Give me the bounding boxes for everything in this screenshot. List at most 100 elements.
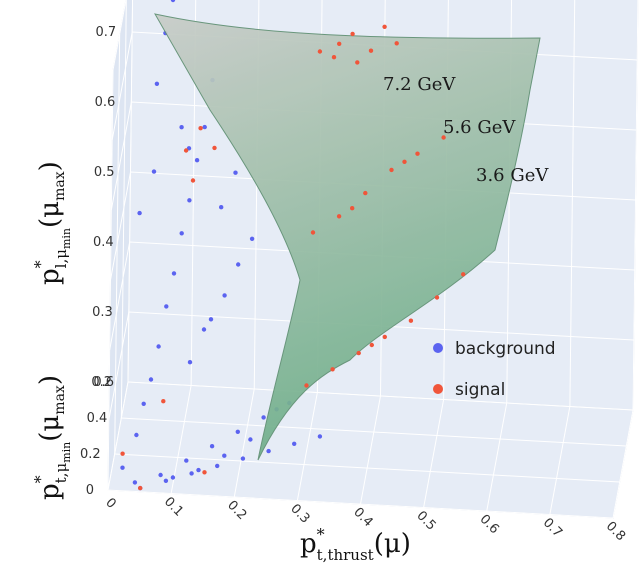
- signal-point: [382, 334, 387, 340]
- signal-point: [336, 214, 342, 219]
- background-point: [141, 401, 146, 406]
- signal-point: [310, 230, 316, 235]
- background-point: [137, 210, 142, 216]
- background-point: [222, 293, 227, 298]
- signal-point: [368, 48, 374, 53]
- signal-point: [202, 470, 207, 475]
- background-point: [156, 344, 161, 349]
- energy-annotations: 7.2 GeV 5.6 GeV 3.6 GeV: [383, 74, 549, 186]
- signal-point: [461, 272, 466, 277]
- legend: background signal: [433, 339, 556, 400]
- background-point: [163, 478, 169, 483]
- signal-point: [330, 367, 335, 372]
- z-tick-label: 0.4: [93, 235, 114, 250]
- background-point: [201, 327, 207, 332]
- gridline-z: [107, 381, 634, 491]
- signal-point: [304, 383, 309, 388]
- background-point: [189, 471, 194, 476]
- background-point: [317, 434, 323, 439]
- z-tick-label: 0.3: [92, 305, 113, 320]
- legend-marker-signal: [433, 384, 443, 394]
- x-tick-label: 0.6: [477, 512, 502, 537]
- background-point: [120, 465, 125, 470]
- background-point: [158, 472, 163, 478]
- background-point: [194, 158, 200, 163]
- gridline-z: [112, 0, 127, 71]
- signal-point: [350, 31, 355, 37]
- y-tick-label: 0.4: [87, 411, 108, 426]
- x-tick-label: 0.8: [603, 519, 628, 544]
- legend-label-signal: signal: [455, 380, 505, 400]
- signal-point: [394, 41, 399, 46]
- signal-point: [138, 485, 143, 491]
- signal-point: [415, 151, 420, 156]
- signal-point: [350, 206, 355, 211]
- energy-label: 5.6 GeV: [443, 117, 516, 138]
- background-point: [132, 480, 138, 485]
- background-point: [240, 456, 246, 461]
- signal-point: [363, 190, 368, 196]
- background-point: [187, 198, 192, 203]
- background-point: [236, 262, 241, 267]
- background-point: [148, 377, 154, 382]
- background-point: [151, 169, 157, 174]
- axis-labels: p* t,thrust(μ) p* l,μmin(μmax) p* t,μmin(μmax…: [31, 161, 411, 564]
- signal-point: [356, 350, 361, 356]
- signal-point: [190, 178, 196, 183]
- background-point: [215, 463, 220, 469]
- signal-point: [337, 41, 342, 46]
- background-point: [170, 0, 176, 3]
- x-tick-label: 0.4: [350, 505, 375, 530]
- background-point: [266, 448, 271, 454]
- background-point: [222, 453, 227, 458]
- signal-point: [120, 451, 125, 456]
- background-point: [184, 458, 189, 463]
- background-point: [164, 304, 169, 309]
- signal-point: [183, 148, 189, 153]
- background-point: [187, 360, 193, 365]
- background-point: [179, 231, 184, 236]
- x-tick-label: 0: [102, 495, 118, 511]
- y-tick-label: 0.6: [93, 375, 114, 390]
- background-point: [134, 432, 139, 438]
- energy-label: 7.2 GeV: [383, 74, 456, 95]
- z-tick-label: 0.5: [94, 165, 115, 180]
- z-tick-label: 0.7: [96, 25, 117, 40]
- signal-point: [355, 60, 360, 65]
- background-point: [209, 444, 215, 449]
- background-point: [196, 467, 201, 473]
- legend-marker-background: [433, 343, 443, 353]
- signal-series: [120, 24, 466, 491]
- x-tick-label: 0.3: [287, 501, 312, 526]
- z-tick-label: 0.2: [91, 375, 112, 390]
- background-point: [208, 317, 214, 322]
- signal-point: [441, 135, 446, 140]
- background-point: [202, 124, 207, 130]
- x-axis-label: p* t,thrust(μ): [300, 525, 411, 564]
- decision-surface: [154, 13, 541, 461]
- background-point: [179, 125, 184, 130]
- y-tick-label: 0.2: [80, 447, 101, 462]
- background-point: [170, 475, 176, 480]
- signal-point: [317, 49, 323, 54]
- y-tick-label: 0: [86, 483, 94, 498]
- background-point: [219, 205, 224, 210]
- background-point: [235, 429, 240, 434]
- background-point: [292, 441, 297, 446]
- x-tick-label: 0.1: [161, 494, 186, 519]
- y-axis-label: p* t,μmin(μmax): [31, 375, 73, 500]
- legend-label-background: background: [455, 339, 556, 359]
- energy-label: 3.6 GeV: [476, 165, 549, 186]
- background-point: [249, 236, 255, 241]
- x-tick-label: 0.2: [224, 498, 249, 523]
- signal-point: [382, 24, 387, 29]
- signal-point: [434, 295, 440, 300]
- x-tick-label: 0.7: [540, 515, 565, 540]
- background-point: [248, 437, 253, 442]
- signal-point: [369, 342, 374, 348]
- x-tick-label: 0.5: [413, 508, 438, 533]
- signal-point: [402, 159, 407, 164]
- signal-point: [331, 55, 337, 60]
